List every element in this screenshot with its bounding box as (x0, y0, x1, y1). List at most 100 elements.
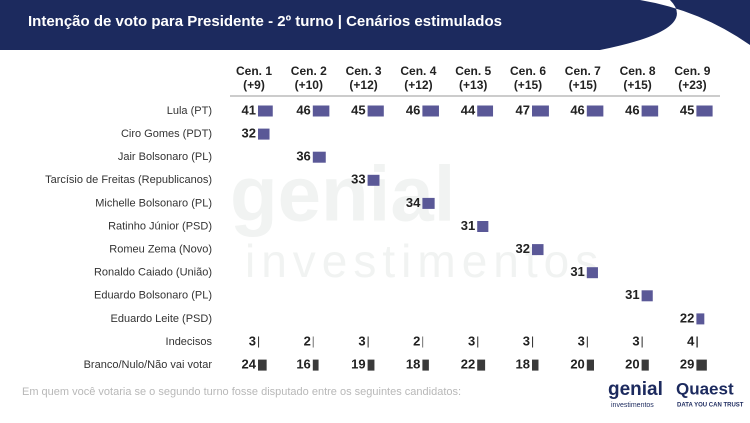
column-diff: (+10) (295, 78, 323, 92)
bar (312, 105, 330, 117)
bar (641, 105, 659, 117)
value-label: 3 (578, 333, 585, 348)
bar (477, 336, 479, 348)
row-label: Indecisos (166, 336, 213, 348)
watermark: genial (230, 150, 455, 238)
bar (367, 336, 369, 348)
bar (532, 244, 544, 256)
bar (696, 359, 707, 371)
bar (532, 336, 534, 348)
value-label: 29 (680, 357, 694, 372)
value-label: 45 (680, 102, 694, 117)
row-label: Eduardo Bolsonaro (PL) (94, 290, 212, 302)
value-label: 46 (296, 102, 310, 117)
column-name: Cen. 2 (291, 64, 327, 78)
row-label: Jair Bolsonaro (PL) (118, 151, 212, 163)
column-name: Cen. 9 (674, 64, 710, 78)
bar (477, 221, 489, 232)
value-label: 22 (680, 310, 694, 325)
bar (641, 290, 653, 302)
column-name: Cen. 3 (346, 64, 382, 78)
row-label: Ratinho Júnior (PSD) (108, 220, 212, 232)
bar (422, 359, 429, 371)
bar (367, 359, 375, 371)
bar (477, 105, 494, 117)
value-label: 31 (461, 218, 475, 233)
value-label: 18 (406, 357, 420, 372)
bar (586, 105, 604, 117)
bar (422, 336, 424, 348)
value-label: 45 (351, 102, 365, 117)
header-band (0, 0, 750, 50)
value-label: 41 (242, 102, 256, 117)
row-label: Ciro Gomes (PDT) (121, 128, 212, 140)
value-label: 34 (406, 195, 421, 210)
value-label: 3 (249, 333, 256, 348)
value-label: 16 (296, 357, 310, 372)
row-label: Ronaldo Caiado (União) (94, 267, 212, 279)
bar (586, 267, 598, 279)
value-label: 44 (461, 102, 476, 117)
watermark: investimentos (245, 235, 604, 287)
logo-sub: DATA YOU CAN TRUST (677, 403, 744, 409)
value-label: 2 (304, 333, 311, 348)
value-label: 20 (625, 357, 639, 372)
column-diff: (+23) (678, 78, 706, 92)
bar (312, 336, 314, 348)
column-name: Cen. 6 (510, 64, 546, 78)
value-label: 3 (632, 333, 639, 348)
row-label: Romeu Zema (Novo) (109, 244, 212, 256)
value-label: 20 (570, 357, 584, 372)
value-label: 32 (242, 126, 256, 141)
value-label: 31 (625, 287, 639, 302)
value-label: 4 (687, 333, 695, 348)
value-label: 3 (468, 333, 475, 348)
bar (532, 105, 549, 117)
logo-sub: investimentos (611, 402, 654, 409)
value-label: 46 (406, 102, 420, 117)
bar (312, 359, 319, 371)
value-label: 24 (242, 357, 257, 372)
bar (586, 336, 588, 348)
value-label: 18 (516, 357, 530, 372)
row-label: Eduardo Leite (PSD) (111, 313, 213, 325)
bar (641, 359, 649, 371)
column-diff: (+15) (623, 78, 651, 92)
bar (696, 336, 698, 348)
bar (367, 105, 384, 117)
value-label: 36 (296, 149, 310, 164)
value-label: 46 (570, 102, 584, 117)
bar (532, 359, 539, 371)
value-label: 46 (625, 102, 639, 117)
row-label: Lula (PT) (167, 105, 212, 117)
bar (696, 105, 713, 117)
value-label: 47 (516, 102, 530, 117)
row-label: Michelle Bolsonaro (PL) (95, 197, 212, 209)
bar (641, 336, 643, 348)
value-label: 33 (351, 172, 365, 187)
value-label: 31 (570, 264, 584, 279)
column-diff: (+9) (243, 78, 265, 92)
value-label: 3 (523, 333, 530, 348)
column-name: Cen. 1 (236, 64, 272, 78)
bar (477, 359, 486, 371)
column-diff: (+15) (569, 78, 597, 92)
value-label: 19 (351, 357, 365, 372)
column-name: Cen. 8 (620, 64, 656, 78)
bar (422, 197, 435, 209)
value-label: 22 (461, 357, 475, 372)
column-name: Cen. 5 (455, 64, 491, 78)
bar (367, 174, 380, 186)
row-label: Tarcísio de Freitas (Republicanos) (45, 174, 212, 186)
value-label: 3 (358, 333, 365, 348)
bar (312, 151, 326, 163)
logo: Quaest (676, 379, 734, 398)
column-name: Cen. 4 (400, 64, 436, 78)
bar (258, 128, 270, 140)
bar (696, 313, 705, 325)
column-name: Cen. 7 (565, 64, 601, 78)
bar (422, 105, 439, 117)
bar (258, 336, 260, 348)
